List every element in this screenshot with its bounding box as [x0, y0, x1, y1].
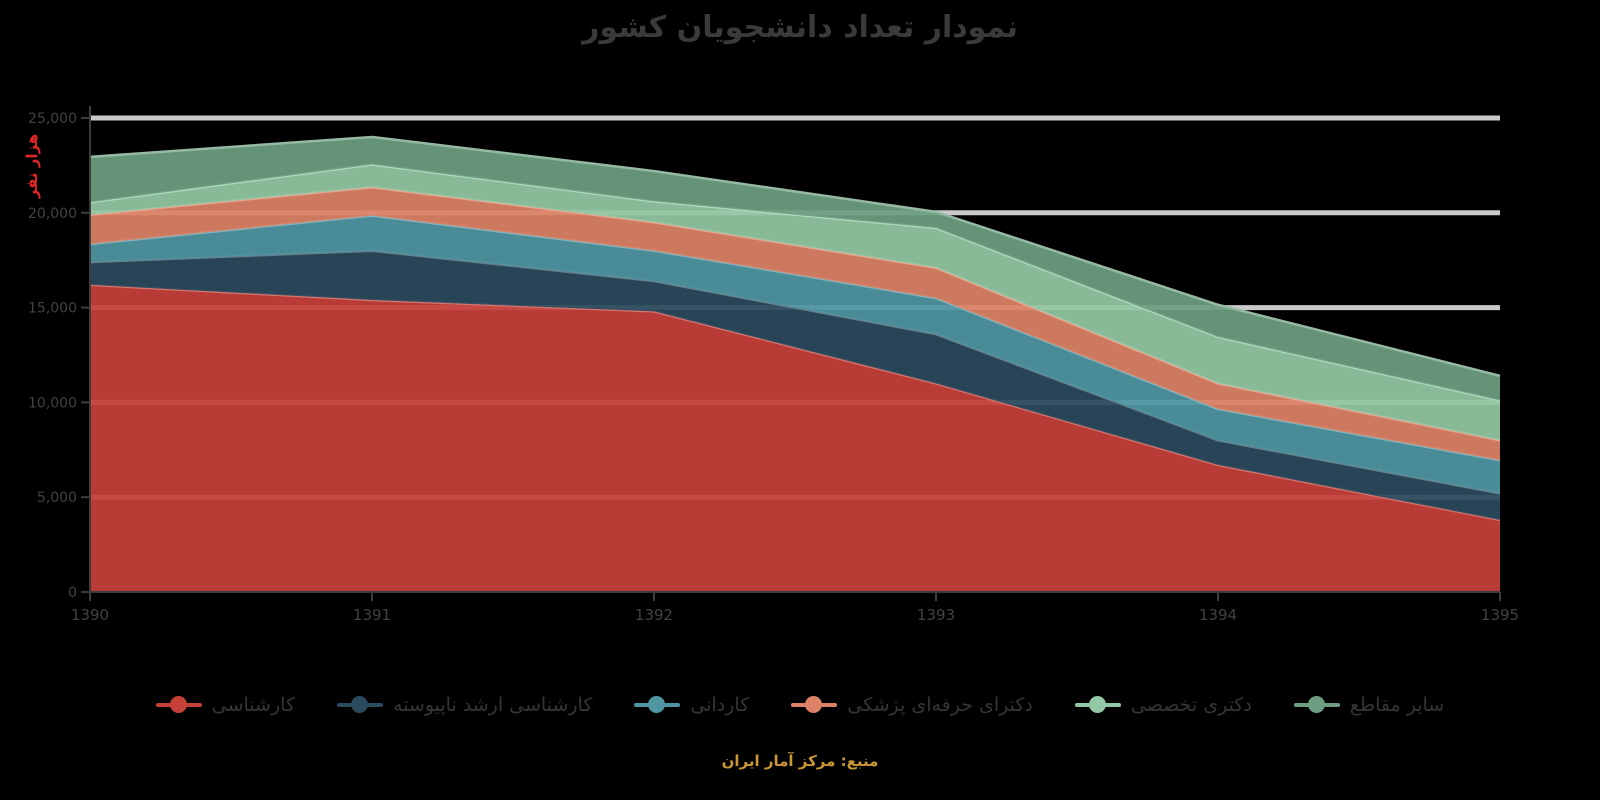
- legend-item-4[interactable]: دکتری تخصصی: [1074, 694, 1252, 716]
- area-series-4[interactable]: [90, 164, 1500, 441]
- area-series-5[interactable]: [90, 136, 1500, 401]
- x-tick-label: 1392: [635, 606, 673, 624]
- legend-label: کاردانی: [690, 694, 750, 716]
- y-tick-label: 0: [68, 585, 77, 601]
- legend-item-5[interactable]: سایر مقاطع: [1293, 694, 1445, 716]
- legend: کارشناسی کارشناسی ارشد ناپیوسته کاردانی دکت…: [0, 694, 1600, 716]
- legend-label: دکترای حرفه‌ای پزشکی: [847, 694, 1033, 716]
- legend-label: دکتری تخصصی: [1130, 694, 1252, 716]
- legend-item-0[interactable]: کارشناسی: [155, 694, 295, 716]
- legend-marker-icon: [337, 696, 383, 714]
- legend-marker-icon: [1074, 696, 1121, 714]
- legend-item-1[interactable]: کارشناسی ارشد ناپیوسته: [337, 694, 592, 716]
- line-series-5: [89, 135, 1501, 378]
- y-tick-label: 25,000: [28, 111, 77, 127]
- legend-item-2[interactable]: کاردانی: [634, 694, 749, 716]
- x-tick-label: 1393: [917, 606, 955, 624]
- legend-marker-icon: [791, 696, 838, 714]
- y-tick-label: 15,000: [28, 301, 77, 317]
- legend-label: کارشناسی: [211, 694, 295, 716]
- source-caption: منبع: مرکز آمار ایران: [721, 752, 879, 770]
- legend-label: کارشناسی ارشد ناپیوسته: [393, 694, 593, 716]
- legend-marker-icon: [1293, 696, 1340, 714]
- x-tick-label: 1395: [1481, 606, 1519, 624]
- y-tick-label: 20,000: [28, 206, 77, 222]
- legend-label: سایر مقاطع: [1349, 694, 1445, 716]
- area-series-0[interactable]: [90, 284, 1500, 592]
- area-series-2[interactable]: [90, 215, 1500, 494]
- chart-title: نمودار تعداد دانشجویان کشور: [582, 10, 1018, 45]
- area-series-3[interactable]: [90, 187, 1500, 461]
- y-tick-label: 10,000: [28, 395, 77, 411]
- area-series-1[interactable]: [90, 250, 1500, 520]
- x-tick-label: 1391: [353, 606, 391, 624]
- legend-marker-icon: [634, 696, 681, 714]
- x-tick-label: 1394: [1199, 606, 1237, 624]
- x-tick-label: 1390: [71, 606, 109, 624]
- legend-marker-icon: [155, 696, 202, 714]
- legend-item-3[interactable]: دکترای حرفه‌ای پزشکی: [791, 694, 1033, 716]
- y-tick-label: 5,000: [37, 490, 77, 506]
